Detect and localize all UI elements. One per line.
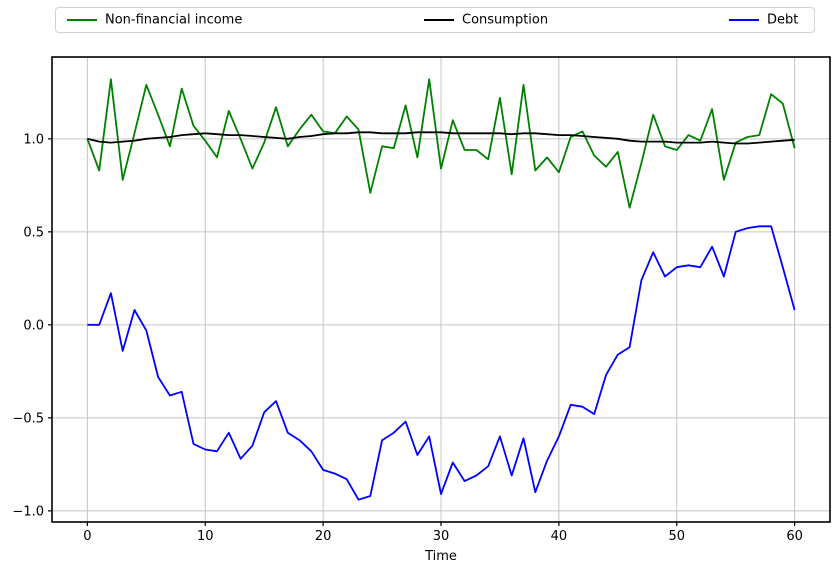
legend-entry-non-financial-income: Non-financial income xyxy=(67,8,317,32)
legend-entry-debt: Debt xyxy=(729,8,819,32)
legend-line-swatch-blue-icon xyxy=(729,19,759,21)
y-tick-label: 0.0 xyxy=(23,318,44,333)
series-line-consumption xyxy=(87,131,795,145)
series-line-non-financial-income xyxy=(86,78,796,209)
legend-line-swatch-green-icon xyxy=(67,19,97,21)
x-tick-label: 60 xyxy=(786,529,803,544)
x-tick-label: 20 xyxy=(315,529,332,544)
series-line-debt xyxy=(87,225,796,501)
legend-label: Debt xyxy=(767,12,799,28)
y-tick-label: −1.0 xyxy=(12,504,44,519)
x-tick-label: 40 xyxy=(551,529,568,544)
x-axis-label: Time xyxy=(425,549,457,564)
legend-label: Non-financial income xyxy=(105,12,243,28)
y-tick-label: 1.0 xyxy=(23,132,44,147)
x-tick-label: 30 xyxy=(433,529,450,544)
legend-entry-consumption: Consumption xyxy=(424,8,624,32)
x-tick-label: 0 xyxy=(83,529,91,544)
y-tick-label: −0.5 xyxy=(12,411,44,426)
legend-box: Non-financial income Consumption Debt xyxy=(55,7,815,33)
y-tick-label: 0.5 xyxy=(23,225,44,240)
x-tick-label: 50 xyxy=(668,529,685,544)
legend-line-swatch-black-icon xyxy=(424,19,454,21)
x-tick-label: 10 xyxy=(197,529,214,544)
legend-label: Consumption xyxy=(462,12,549,28)
